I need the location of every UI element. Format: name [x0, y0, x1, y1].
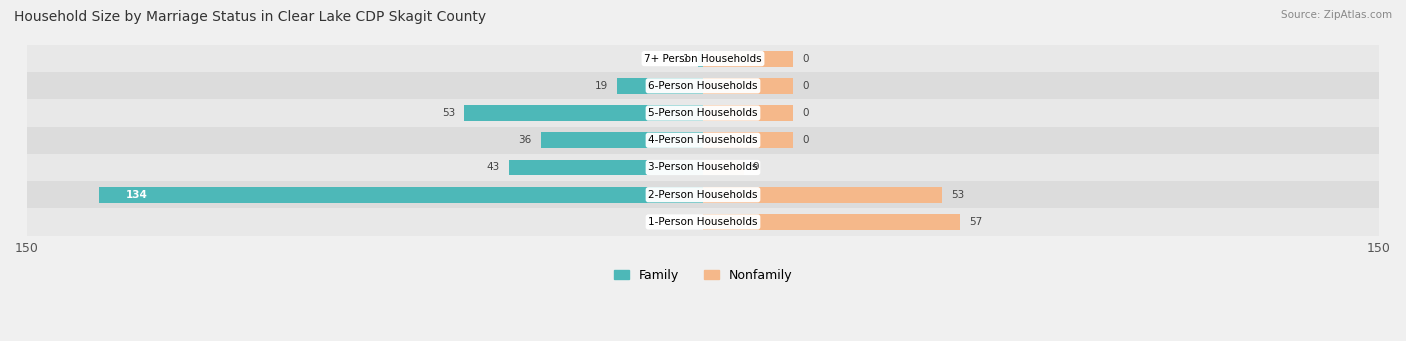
Text: Household Size by Marriage Status in Clear Lake CDP Skagit County: Household Size by Marriage Status in Cle… [14, 10, 486, 24]
Bar [703, 78, 793, 94]
Text: 1: 1 [683, 54, 689, 64]
Bar [98, 187, 703, 203]
Bar [703, 132, 793, 148]
Text: 9: 9 [752, 163, 759, 173]
Bar [27, 208, 1379, 236]
Text: 0: 0 [803, 54, 808, 64]
Text: 1-Person Households: 1-Person Households [648, 217, 758, 227]
Text: 6-Person Households: 6-Person Households [648, 81, 758, 91]
Bar [703, 187, 942, 203]
Bar [617, 78, 703, 94]
Bar [703, 105, 793, 121]
Bar [541, 132, 703, 148]
Text: 0: 0 [803, 81, 808, 91]
Text: 134: 134 [127, 190, 148, 200]
Text: 53: 53 [441, 108, 456, 118]
Bar [27, 100, 1379, 127]
Text: 2-Person Households: 2-Person Households [648, 190, 758, 200]
Bar [27, 154, 1379, 181]
Bar [27, 127, 1379, 154]
Bar [703, 51, 793, 66]
Bar [699, 51, 703, 66]
Text: Source: ZipAtlas.com: Source: ZipAtlas.com [1281, 10, 1392, 20]
Text: 5-Person Households: 5-Person Households [648, 108, 758, 118]
Bar [27, 45, 1379, 72]
Text: 4-Person Households: 4-Person Households [648, 135, 758, 145]
Text: 3-Person Households: 3-Person Households [648, 163, 758, 173]
Text: 43: 43 [486, 163, 501, 173]
Bar [27, 181, 1379, 208]
Text: 7+ Person Households: 7+ Person Households [644, 54, 762, 64]
Bar [509, 160, 703, 175]
Bar [703, 214, 960, 230]
Bar [27, 72, 1379, 100]
Bar [464, 105, 703, 121]
Text: 19: 19 [595, 81, 609, 91]
Legend: Family, Nonfamily: Family, Nonfamily [609, 264, 797, 287]
Text: 0: 0 [803, 108, 808, 118]
Text: 36: 36 [519, 135, 531, 145]
Text: 57: 57 [969, 217, 983, 227]
Text: 53: 53 [950, 190, 965, 200]
Bar [703, 160, 744, 175]
Text: 0: 0 [803, 135, 808, 145]
